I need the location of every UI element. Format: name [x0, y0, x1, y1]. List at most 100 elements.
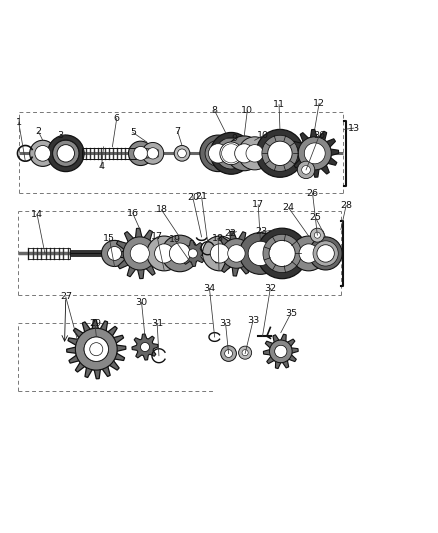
Circle shape — [123, 237, 156, 270]
Text: 17: 17 — [151, 232, 163, 241]
Text: 34: 34 — [203, 284, 215, 293]
Circle shape — [134, 147, 148, 160]
Text: 14: 14 — [31, 210, 43, 219]
Text: 18: 18 — [155, 205, 168, 214]
Circle shape — [262, 135, 298, 172]
Circle shape — [298, 137, 331, 170]
Circle shape — [85, 338, 107, 360]
Text: 10: 10 — [241, 106, 253, 115]
Circle shape — [90, 343, 103, 356]
Circle shape — [311, 228, 324, 242]
Circle shape — [35, 146, 50, 161]
Circle shape — [297, 161, 315, 179]
Circle shape — [302, 166, 311, 174]
Text: 5: 5 — [130, 128, 136, 137]
Text: 18: 18 — [212, 233, 224, 243]
Text: 22: 22 — [224, 229, 236, 238]
Text: 32: 32 — [264, 284, 276, 293]
Circle shape — [141, 343, 149, 352]
Circle shape — [170, 243, 190, 264]
Circle shape — [220, 142, 243, 165]
Text: 6: 6 — [114, 114, 120, 123]
Polygon shape — [291, 130, 339, 177]
Circle shape — [239, 346, 252, 359]
Polygon shape — [67, 320, 126, 379]
Circle shape — [131, 245, 148, 262]
Circle shape — [242, 350, 248, 356]
Circle shape — [215, 138, 247, 169]
Circle shape — [84, 337, 109, 361]
Text: 4: 4 — [99, 162, 105, 171]
Circle shape — [155, 244, 174, 263]
Circle shape — [178, 149, 186, 158]
Polygon shape — [115, 228, 165, 279]
Circle shape — [225, 350, 233, 358]
Circle shape — [248, 241, 272, 265]
Text: 30: 30 — [135, 298, 148, 306]
Text: 11: 11 — [273, 100, 285, 109]
Circle shape — [188, 249, 198, 258]
Circle shape — [75, 328, 117, 370]
Bar — [82, 148, 136, 159]
Text: 8: 8 — [212, 106, 218, 115]
Text: 9: 9 — [231, 134, 237, 143]
Circle shape — [108, 246, 121, 261]
Text: 1: 1 — [16, 118, 22, 127]
Circle shape — [275, 345, 287, 357]
Circle shape — [208, 144, 228, 163]
Circle shape — [228, 245, 245, 262]
Text: 16: 16 — [127, 209, 139, 218]
Text: 29: 29 — [89, 319, 101, 328]
Circle shape — [309, 237, 342, 270]
Text: 15: 15 — [103, 233, 115, 243]
Text: 10: 10 — [257, 132, 268, 140]
Circle shape — [162, 235, 198, 272]
Circle shape — [299, 244, 318, 263]
Text: 7: 7 — [175, 127, 180, 136]
Text: 33: 33 — [247, 317, 259, 326]
Text: 25: 25 — [310, 213, 321, 222]
Text: 3: 3 — [57, 132, 63, 140]
Circle shape — [47, 135, 84, 172]
Circle shape — [317, 245, 334, 262]
Circle shape — [257, 228, 307, 279]
Text: 23: 23 — [256, 227, 268, 236]
Text: 19: 19 — [169, 235, 180, 244]
Circle shape — [130, 244, 149, 263]
Circle shape — [268, 141, 292, 166]
Text: 28: 28 — [340, 201, 352, 210]
Circle shape — [235, 144, 254, 163]
Polygon shape — [132, 334, 158, 360]
Text: 20: 20 — [187, 193, 199, 202]
Circle shape — [202, 236, 237, 271]
Circle shape — [221, 346, 237, 361]
Circle shape — [174, 146, 190, 161]
Polygon shape — [136, 148, 158, 159]
Polygon shape — [263, 334, 298, 368]
Polygon shape — [214, 231, 259, 276]
Circle shape — [200, 135, 237, 172]
Text: 27: 27 — [60, 293, 72, 302]
Circle shape — [222, 239, 251, 268]
Text: 26: 26 — [307, 189, 318, 198]
Circle shape — [263, 235, 301, 272]
Circle shape — [102, 240, 127, 266]
Circle shape — [229, 246, 244, 261]
Circle shape — [210, 133, 252, 174]
Circle shape — [313, 241, 338, 266]
Text: 31: 31 — [151, 319, 163, 328]
Text: 12: 12 — [313, 99, 325, 108]
Circle shape — [306, 145, 323, 162]
Polygon shape — [180, 240, 206, 266]
Circle shape — [142, 142, 164, 164]
Circle shape — [238, 137, 271, 170]
Circle shape — [147, 236, 182, 271]
Circle shape — [269, 240, 295, 266]
Text: 24: 24 — [283, 203, 295, 212]
Circle shape — [205, 140, 231, 166]
Text: 17: 17 — [252, 200, 264, 209]
Circle shape — [246, 144, 263, 162]
Circle shape — [52, 140, 79, 167]
Text: 2: 2 — [35, 127, 41, 136]
Circle shape — [256, 130, 304, 177]
